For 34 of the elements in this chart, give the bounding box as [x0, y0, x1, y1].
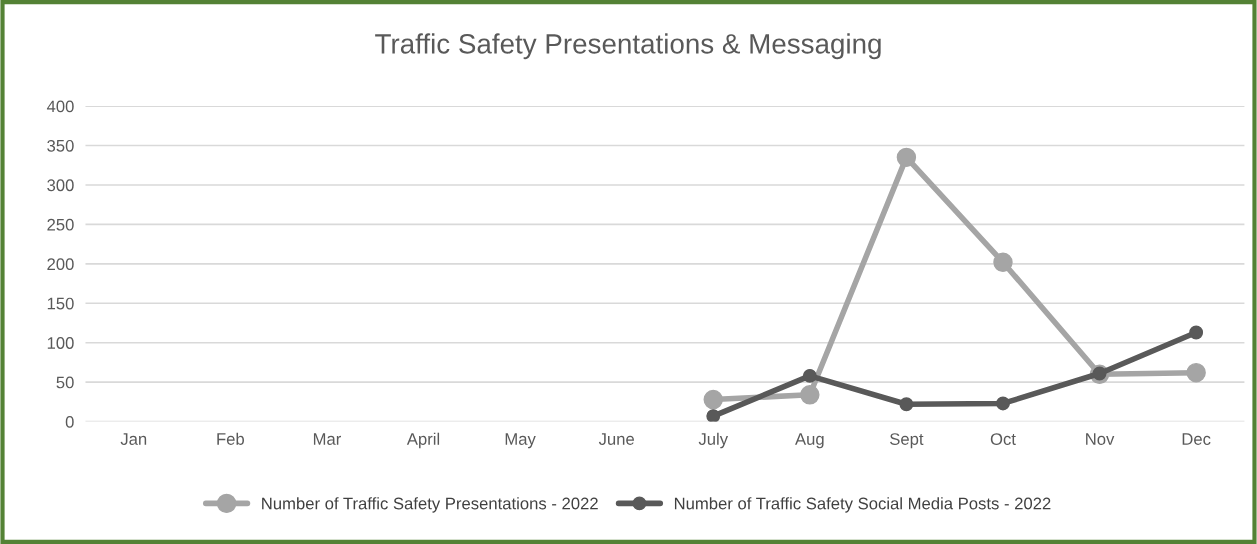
x-tick-label: Sept: [890, 433, 924, 449]
x-tick-label: Nov: [1086, 433, 1115, 445]
y-tick-label: 250: [47, 218, 74, 231]
point: [1189, 325, 1204, 340]
y-tick-label: 50: [56, 376, 74, 389]
x-tick-label: Dec: [1182, 433, 1211, 445]
chart-title: Traffic Safety Presentations & Messaging: [375, 33, 881, 60]
point: [703, 389, 723, 410]
point: [802, 368, 817, 383]
point: [996, 396, 1010, 411]
y-tick-label: 200: [47, 258, 74, 271]
point: [800, 385, 820, 405]
x-tick-label: June: [598, 433, 634, 445]
x-tick-label: July: [698, 432, 729, 449]
y-tick-label: 300: [47, 179, 74, 192]
y-tick-label: 400: [46, 100, 74, 113]
y-tick-label: 0: [65, 416, 74, 428]
x-tick-label: April: [406, 432, 440, 449]
x-tick-label: Aug: [795, 433, 824, 449]
point: [993, 252, 1013, 272]
point: [706, 409, 721, 422]
x-tick-label: Oct: [990, 433, 1016, 445]
x-tick-label: Mar: [313, 433, 341, 445]
y-tick-label: 350: [47, 139, 74, 152]
x-tick-label: Feb: [217, 432, 245, 445]
point: [896, 147, 917, 168]
x-tick-label: May: [505, 433, 536, 449]
legend-label: Number of Traffic Safety Social Media Posts - 2022: [674, 497, 1051, 513]
y-tick-label: 150: [47, 297, 74, 310]
y-tick-label: 100: [47, 337, 74, 349]
point: [1186, 362, 1206, 383]
legend-label: Number of Traffic Safety Presentations - 2022: [262, 497, 598, 513]
x-tick-label: Jan: [120, 433, 147, 445]
point: [899, 397, 914, 412]
